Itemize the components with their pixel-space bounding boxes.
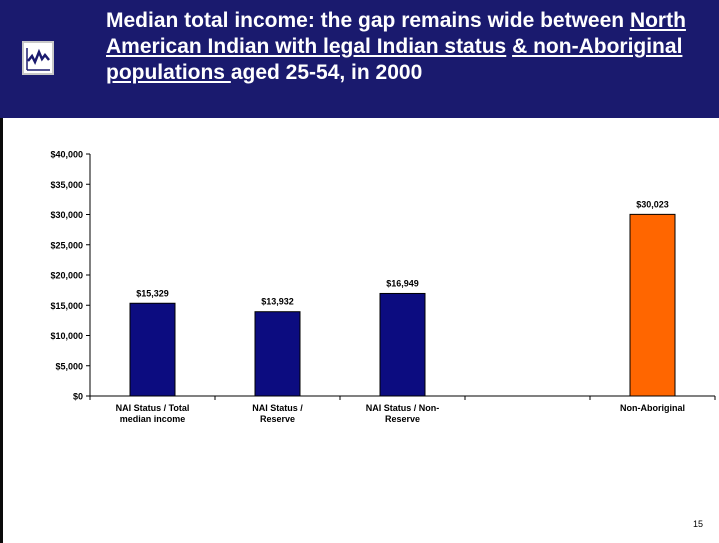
data-label: $30,023	[636, 199, 669, 209]
bar	[254, 311, 301, 397]
x-tick-label: NAI Status / Total	[116, 403, 190, 413]
y-tick-label: $25,000	[50, 240, 83, 250]
y-tick-label: $40,000	[50, 150, 83, 160]
data-label: $16,949	[386, 278, 419, 288]
y-tick-label: $0	[73, 392, 83, 402]
bar	[629, 213, 676, 397]
x-tick-label: Reserve	[260, 414, 295, 424]
left-border	[0, 0, 3, 543]
title-text-4: & non-Aboriginal populations	[106, 35, 683, 84]
income-bar-chart: $0 $5,000 $10,000 $15,000 $20,000 $25,000 $30,…	[50, 150, 716, 424]
title-text-1: Median total income: the gap remains wid…	[106, 9, 630, 32]
title-text-2: North American Indian with legal Indian …	[106, 9, 686, 58]
data-label: $15,329	[136, 288, 169, 298]
y-tick-label: $20,000	[50, 271, 83, 281]
y-tick-label: $35,000	[50, 180, 83, 190]
data-label: $13,932	[261, 297, 294, 307]
x-tick-label: NAI Status / Non-	[366, 403, 440, 413]
line-chart-icon	[22, 41, 54, 75]
bar	[129, 302, 176, 397]
y-tick-label: $15,000	[50, 301, 83, 311]
y-tick-label: $30,000	[50, 210, 83, 220]
y-tick-label: $5,000	[55, 361, 83, 371]
slide-title: Median total income: the gap remains wid…	[106, 8, 718, 86]
title-text-5: aged 25-54, in 2000	[230, 61, 423, 84]
x-tick-label: Reserve	[385, 414, 420, 424]
slide-header: Median total income: the gap remains wid…	[0, 0, 719, 118]
page-number: 15	[692, 519, 703, 529]
bar	[379, 292, 426, 397]
y-tick-label: $10,000	[50, 331, 83, 341]
x-tick-label: NAI Status /	[252, 403, 303, 413]
x-tick-label: Non-Aboriginal	[620, 403, 685, 413]
x-tick-label: median income	[120, 414, 186, 424]
